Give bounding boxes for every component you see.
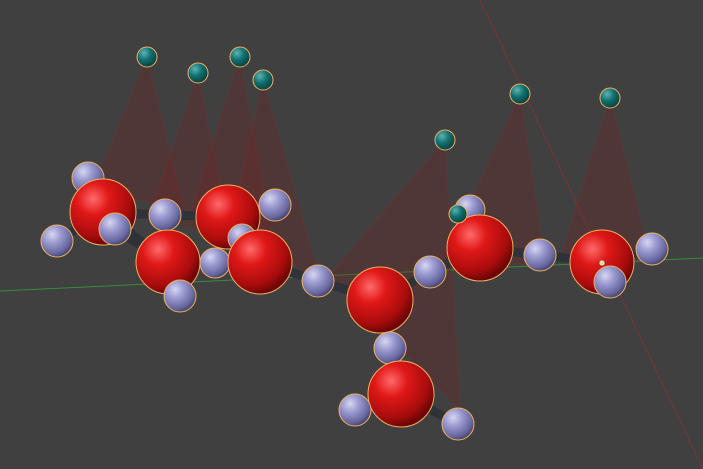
blue-atom	[338, 393, 372, 427]
atoms-back	[69, 161, 486, 250]
red-atom	[346, 266, 414, 334]
light-marker	[509, 83, 531, 105]
light-marker	[448, 204, 468, 224]
light-marker	[434, 129, 456, 151]
light-marker	[599, 87, 621, 109]
blue-atom	[301, 264, 335, 298]
light-marker	[187, 62, 209, 84]
blue-atom	[593, 265, 627, 299]
blue-atom	[148, 198, 182, 232]
blue-atom	[441, 407, 475, 441]
light-marker	[229, 46, 251, 68]
blue-atom	[199, 247, 231, 279]
red-atom	[367, 360, 435, 428]
red-atom	[227, 229, 293, 295]
pivot-point	[598, 259, 606, 267]
light-marker	[252, 69, 274, 91]
blue-atom	[413, 255, 447, 289]
blue-atom	[373, 331, 407, 365]
blue-atom	[40, 224, 74, 258]
blue-atom	[98, 212, 132, 246]
light-markers[interactable]	[136, 46, 621, 224]
blue-atom	[523, 238, 557, 272]
light-marker	[136, 46, 158, 68]
red-atom	[446, 214, 514, 282]
blue-atom	[163, 279, 197, 313]
blue-atom	[635, 232, 669, 266]
blue-atom	[258, 188, 292, 222]
